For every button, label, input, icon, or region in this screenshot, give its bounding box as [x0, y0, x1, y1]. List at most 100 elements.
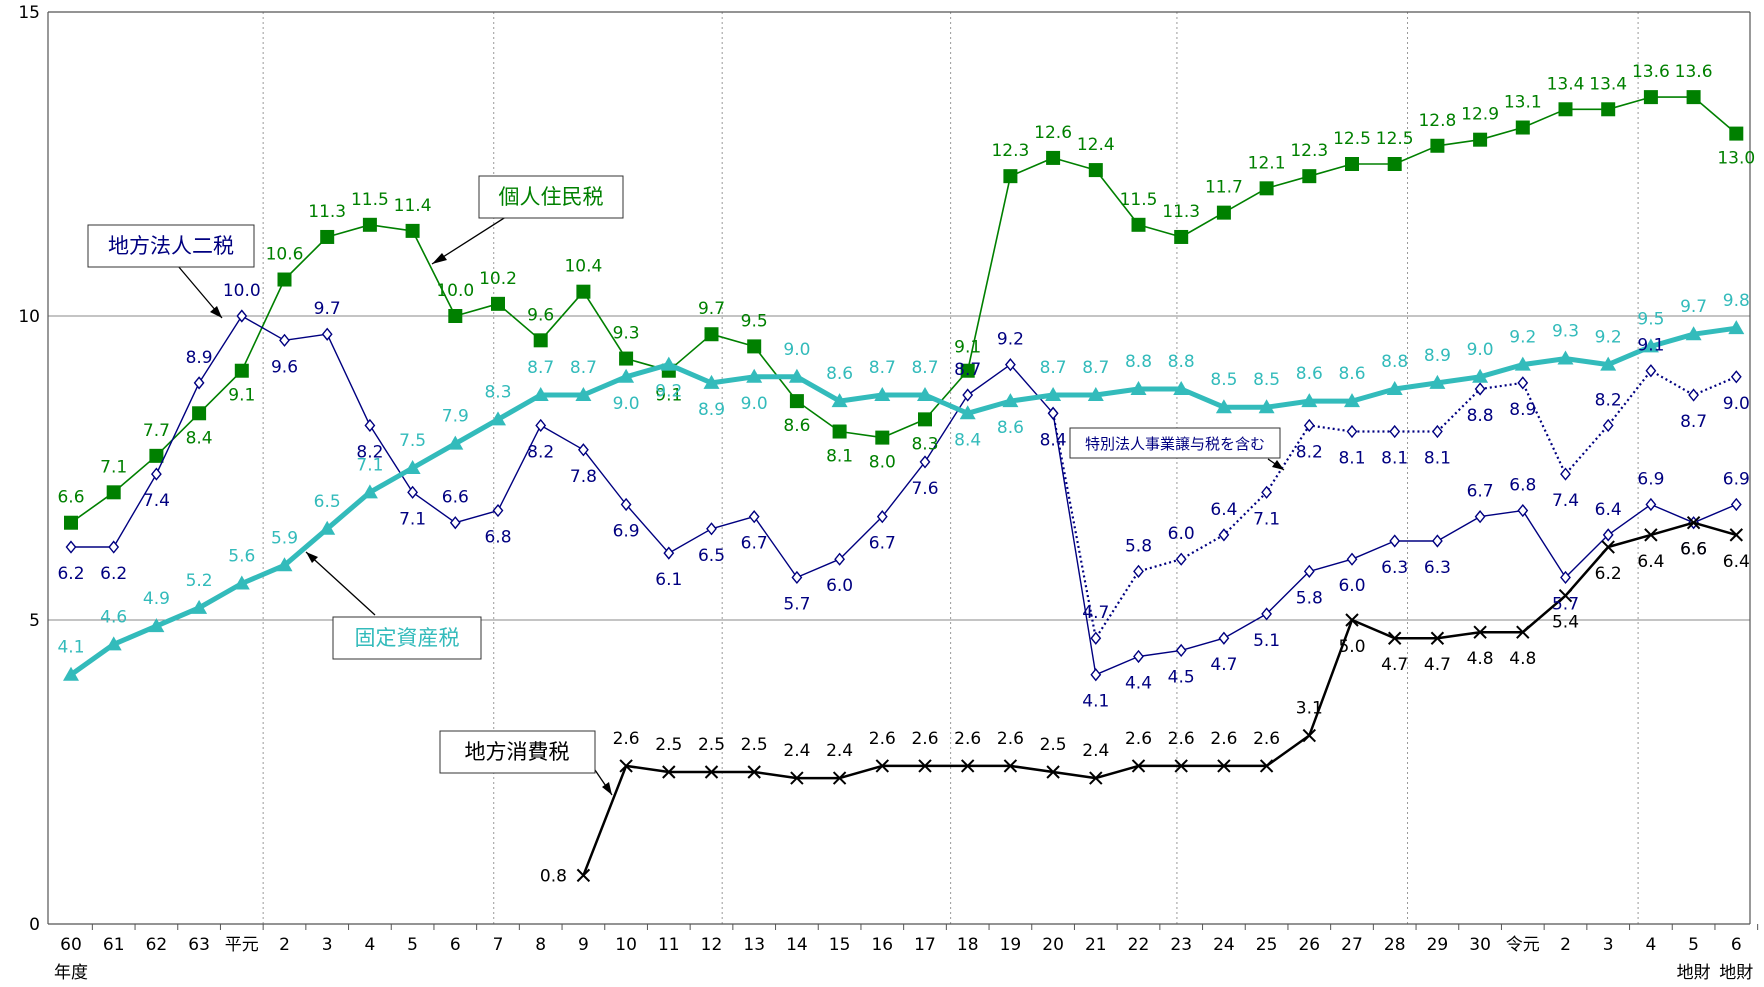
data-label-shohi: 4.7: [1381, 655, 1408, 675]
x-tick-label: 平元: [225, 935, 259, 955]
data-label-kojin: 9.6: [527, 305, 554, 325]
data-label-kojin: 9.3: [613, 324, 640, 344]
data-label-shohi: 5.0: [1338, 637, 1365, 657]
marker-hojin_incl: [1517, 376, 1529, 390]
callout-shohi-label: 地方消費税: [465, 740, 570, 764]
marker-kojin: [960, 363, 975, 378]
data-label-hojin: 6.7: [741, 534, 768, 554]
marker-kotei: [105, 636, 122, 651]
marker-shohi: [576, 868, 591, 883]
data-label-shohi: 2.6: [613, 729, 640, 749]
marker-hojin_incl: [1431, 424, 1443, 439]
data-label-kotei: 7.9: [442, 407, 469, 427]
marker-kojin: [1174, 229, 1189, 244]
marker-kojin: [619, 351, 634, 366]
x-tick-label: 21: [1085, 935, 1107, 955]
data-label-kotei: 9.0: [613, 394, 640, 414]
data-label-kotei: 9.3: [1552, 322, 1579, 342]
data-label-kojin: 8.1: [826, 447, 853, 467]
marker-hojin: [834, 552, 846, 566]
marker-kojin: [1131, 217, 1146, 232]
data-label-shohi: 6.6: [1680, 540, 1707, 560]
x-tick-label: 7: [493, 935, 504, 955]
data-label-kojin: 12.3: [1290, 141, 1328, 161]
data-labels: 6.67.17.7 8.49.110.611.311.5 11.410.010.29…: [57, 62, 1755, 886]
marker-kotei: [447, 435, 464, 450]
x-sublabel-second-last: 地財: [1677, 963, 1711, 983]
callout-hojin-label: 地方法人二税: [108, 234, 234, 258]
marker-hojin: [620, 497, 632, 512]
data-label-shohi: 2.6: [911, 729, 938, 749]
series-shohi: [576, 516, 1744, 883]
data-label-kojin: 11.5: [1120, 190, 1158, 210]
series-kojin: [64, 90, 1744, 530]
marker-kotei: [660, 356, 677, 371]
marker-kojin: [1558, 102, 1573, 117]
data-label-kotei: 8.8: [1125, 352, 1152, 372]
x-tick-label: 4: [1645, 935, 1656, 955]
data-label-hojin: 5.7: [1552, 594, 1579, 614]
marker-shohi: [918, 759, 932, 773]
data-label-hojin: 6.3: [1424, 558, 1451, 578]
data-label-hojin: 6.1: [655, 570, 682, 590]
data-label-hojin_incl: 8.2: [1595, 390, 1622, 410]
x-tick-label: 30: [1469, 935, 1491, 955]
data-label-hojin: 7.6: [911, 479, 938, 499]
x-tick-label: 8: [535, 935, 546, 955]
marker-kojin: [1387, 157, 1402, 171]
marker-kojin: [1686, 90, 1701, 105]
marker-kotei: [788, 368, 805, 383]
marker-kojin: [1003, 169, 1018, 184]
data-label-hojin: 4.7: [1210, 655, 1237, 675]
data-label-hojin: 9.2: [997, 330, 1024, 350]
data-label-kotei: 8.6: [1296, 364, 1323, 384]
data-label-kotei: 8.5: [1210, 370, 1237, 390]
marker-hojin_incl: [1261, 485, 1273, 499]
data-label-shohi: 6.2: [1595, 564, 1622, 584]
data-label-kojin: 10.4: [564, 257, 602, 277]
data-label-kojin: 13.4: [1589, 74, 1627, 94]
data-label-hojin: 9.6: [271, 357, 298, 377]
data-label-kojin: 8.4: [186, 428, 213, 448]
marker-hojin: [1431, 534, 1443, 548]
marker-kotei: [490, 411, 506, 426]
data-label-shohi: 2.5: [1040, 735, 1067, 755]
data-label-kojin: 13.6: [1632, 62, 1670, 82]
marker-kotei: [1386, 380, 1403, 395]
callout-kojin: 個人住民税: [431, 175, 624, 265]
data-label-hojin: 6.0: [1338, 576, 1365, 596]
marker-kojin: [64, 515, 78, 530]
marker-shohi: [1430, 631, 1445, 645]
callout-hojin-incl-arrowhead: [1272, 460, 1284, 470]
marker-hojin: [364, 418, 376, 433]
marker-hojin_incl: [1560, 467, 1571, 481]
data-label-hojin: 6.8: [1509, 476, 1536, 496]
data-label-shohi: 4.7: [1424, 655, 1451, 675]
marker-kojin: [1345, 157, 1359, 171]
marker-kotei: [1642, 338, 1659, 353]
marker-hojin: [407, 485, 419, 499]
marker-kojin: [875, 430, 890, 445]
callout-kotei-arrowhead: [306, 552, 318, 563]
callout-hojin-incl-label: 特別法人事業譲与税を含む: [1085, 435, 1265, 453]
data-label-hojin: 9.7: [314, 299, 341, 319]
callout-kotei: 固定資産税: [305, 551, 482, 660]
data-label-shohi: 2.6: [1210, 729, 1237, 749]
marker-hojin: [321, 327, 333, 341]
data-label-kojin: 11.5: [351, 190, 389, 210]
x-sublabel-last: 地財: [1719, 963, 1753, 983]
marker-kotei: [618, 368, 635, 383]
marker-shohi: [1387, 631, 1402, 645]
data-label-hojin_incl: 8.1: [1424, 449, 1451, 469]
data-label-kojin: 9.7: [698, 299, 725, 319]
marker-hojin_incl: [1175, 552, 1187, 566]
marker-kojin: [491, 296, 505, 311]
marker-kotei: [63, 666, 79, 681]
data-label-kojin: 12.5: [1333, 129, 1371, 149]
marker-kojin: [1302, 169, 1317, 184]
marker-kojin: [1046, 150, 1061, 165]
data-label-kotei: 9.0: [783, 340, 810, 360]
data-label-hojin: 6.6: [1680, 540, 1707, 560]
marker-hojin_incl: [1090, 631, 1102, 645]
marker-hojin_incl: [1645, 364, 1657, 378]
